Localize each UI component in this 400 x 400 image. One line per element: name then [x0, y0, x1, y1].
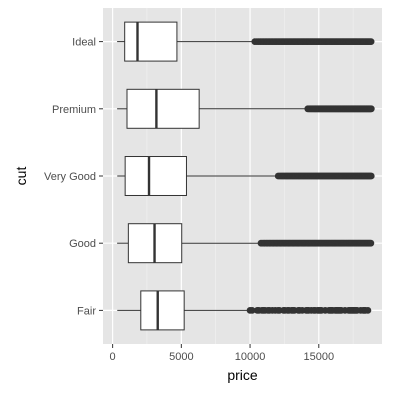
- outlier-point: [364, 307, 372, 314]
- outliers: [246, 307, 372, 314]
- outlier-point: [367, 38, 375, 45]
- box-good: [117, 223, 375, 264]
- outlier-point: [367, 172, 375, 180]
- outlier-point: [367, 239, 375, 247]
- x-tick-label: 10000: [235, 351, 266, 363]
- box-iqr: [126, 88, 200, 129]
- outlier-point: [248, 307, 256, 314]
- y-axis-title: cut: [13, 167, 29, 186]
- box-iqr: [140, 290, 185, 331]
- box-very-good: [117, 156, 375, 196]
- outliers: [257, 239, 375, 247]
- y-tick-label: Very Good: [44, 171, 96, 183]
- x-tick-label: 0: [110, 351, 116, 363]
- y-tick-label: Ideal: [72, 37, 96, 49]
- x-tick-label: 15000: [303, 351, 334, 363]
- box-premium: [117, 88, 375, 129]
- y-tick-label: Premium: [52, 104, 96, 116]
- y-axis: Ideal Premium Very Good Good Fair: [44, 37, 103, 317]
- x-axis-title: price: [227, 367, 258, 383]
- outlier-point: [367, 105, 375, 113]
- outliers: [251, 38, 375, 45]
- outliers: [274, 172, 375, 180]
- boxes: [117, 21, 375, 331]
- outliers: [304, 105, 375, 113]
- y-tick-label: Fair: [77, 305, 96, 317]
- x-tick-label: 5000: [169, 351, 193, 363]
- box-ideal: [117, 21, 375, 62]
- box-iqr: [124, 21, 178, 62]
- x-axis: 0 5000 10000 15000: [110, 344, 334, 363]
- y-tick-label: Good: [69, 238, 96, 250]
- box-fair: [117, 290, 372, 331]
- box-iqr: [124, 156, 187, 196]
